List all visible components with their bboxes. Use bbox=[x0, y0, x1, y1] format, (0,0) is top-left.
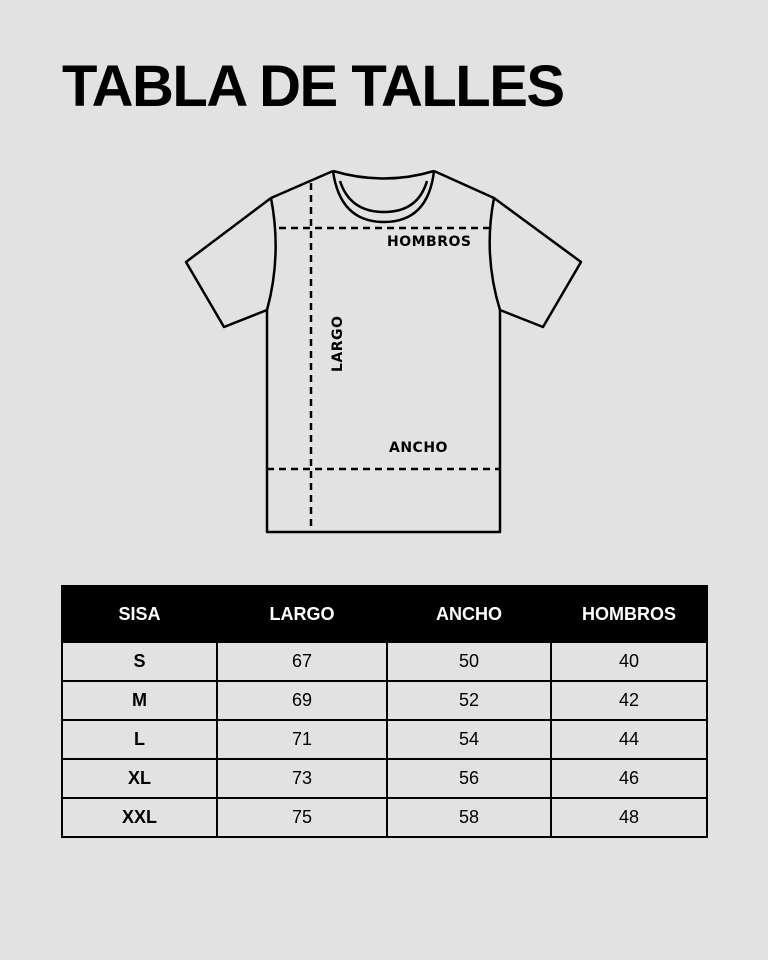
largo-cell: 71 bbox=[216, 719, 388, 760]
size-cell: L bbox=[61, 719, 218, 760]
header-ancho: ANCHO bbox=[386, 585, 552, 643]
measure-lines bbox=[267, 183, 500, 533]
largo-cell: 75 bbox=[216, 797, 388, 838]
table-row: XXL 75 58 48 bbox=[61, 797, 708, 838]
size-cell: XL bbox=[61, 758, 218, 799]
table-row: L 71 54 44 bbox=[61, 719, 708, 760]
ancho-label: ANCHO bbox=[389, 440, 448, 456]
ancho-cell: 52 bbox=[386, 680, 552, 721]
hombros-label: HOMBROS bbox=[387, 234, 472, 250]
page-title: TABLA DE TALLES bbox=[62, 54, 565, 119]
table-row: S 67 50 40 bbox=[61, 641, 708, 682]
hombros-cell: 48 bbox=[550, 797, 708, 838]
hombros-cell: 42 bbox=[550, 680, 708, 721]
size-table: SISA LARGO ANCHO HOMBROS S 67 50 40 M 69 52 42… bbox=[61, 585, 708, 838]
table-row: M 69 52 42 bbox=[61, 680, 708, 721]
table-header-row: SISA LARGO ANCHO HOMBROS bbox=[61, 585, 708, 643]
hombros-cell: 46 bbox=[550, 758, 708, 799]
largo-label: LARGO bbox=[330, 316, 346, 372]
ancho-cell: 58 bbox=[386, 797, 552, 838]
table-row: XL 73 56 46 bbox=[61, 758, 708, 799]
largo-cell: 73 bbox=[216, 758, 388, 799]
hombros-cell: 44 bbox=[550, 719, 708, 760]
largo-cell: 69 bbox=[216, 680, 388, 721]
ancho-cell: 54 bbox=[386, 719, 552, 760]
size-cell: M bbox=[61, 680, 218, 721]
ancho-cell: 56 bbox=[386, 758, 552, 799]
size-cell: S bbox=[61, 641, 218, 682]
largo-cell: 67 bbox=[216, 641, 388, 682]
hombros-cell: 40 bbox=[550, 641, 708, 682]
header-largo: LARGO bbox=[216, 585, 388, 643]
tshirt-diagram: HOMBROS ANCHO LARGO bbox=[184, 169, 583, 534]
ancho-cell: 50 bbox=[386, 641, 552, 682]
tshirt-outline bbox=[184, 169, 583, 534]
header-sisa: SISA bbox=[61, 585, 218, 643]
header-hombros: HOMBROS bbox=[550, 585, 708, 643]
size-cell: XXL bbox=[61, 797, 218, 838]
